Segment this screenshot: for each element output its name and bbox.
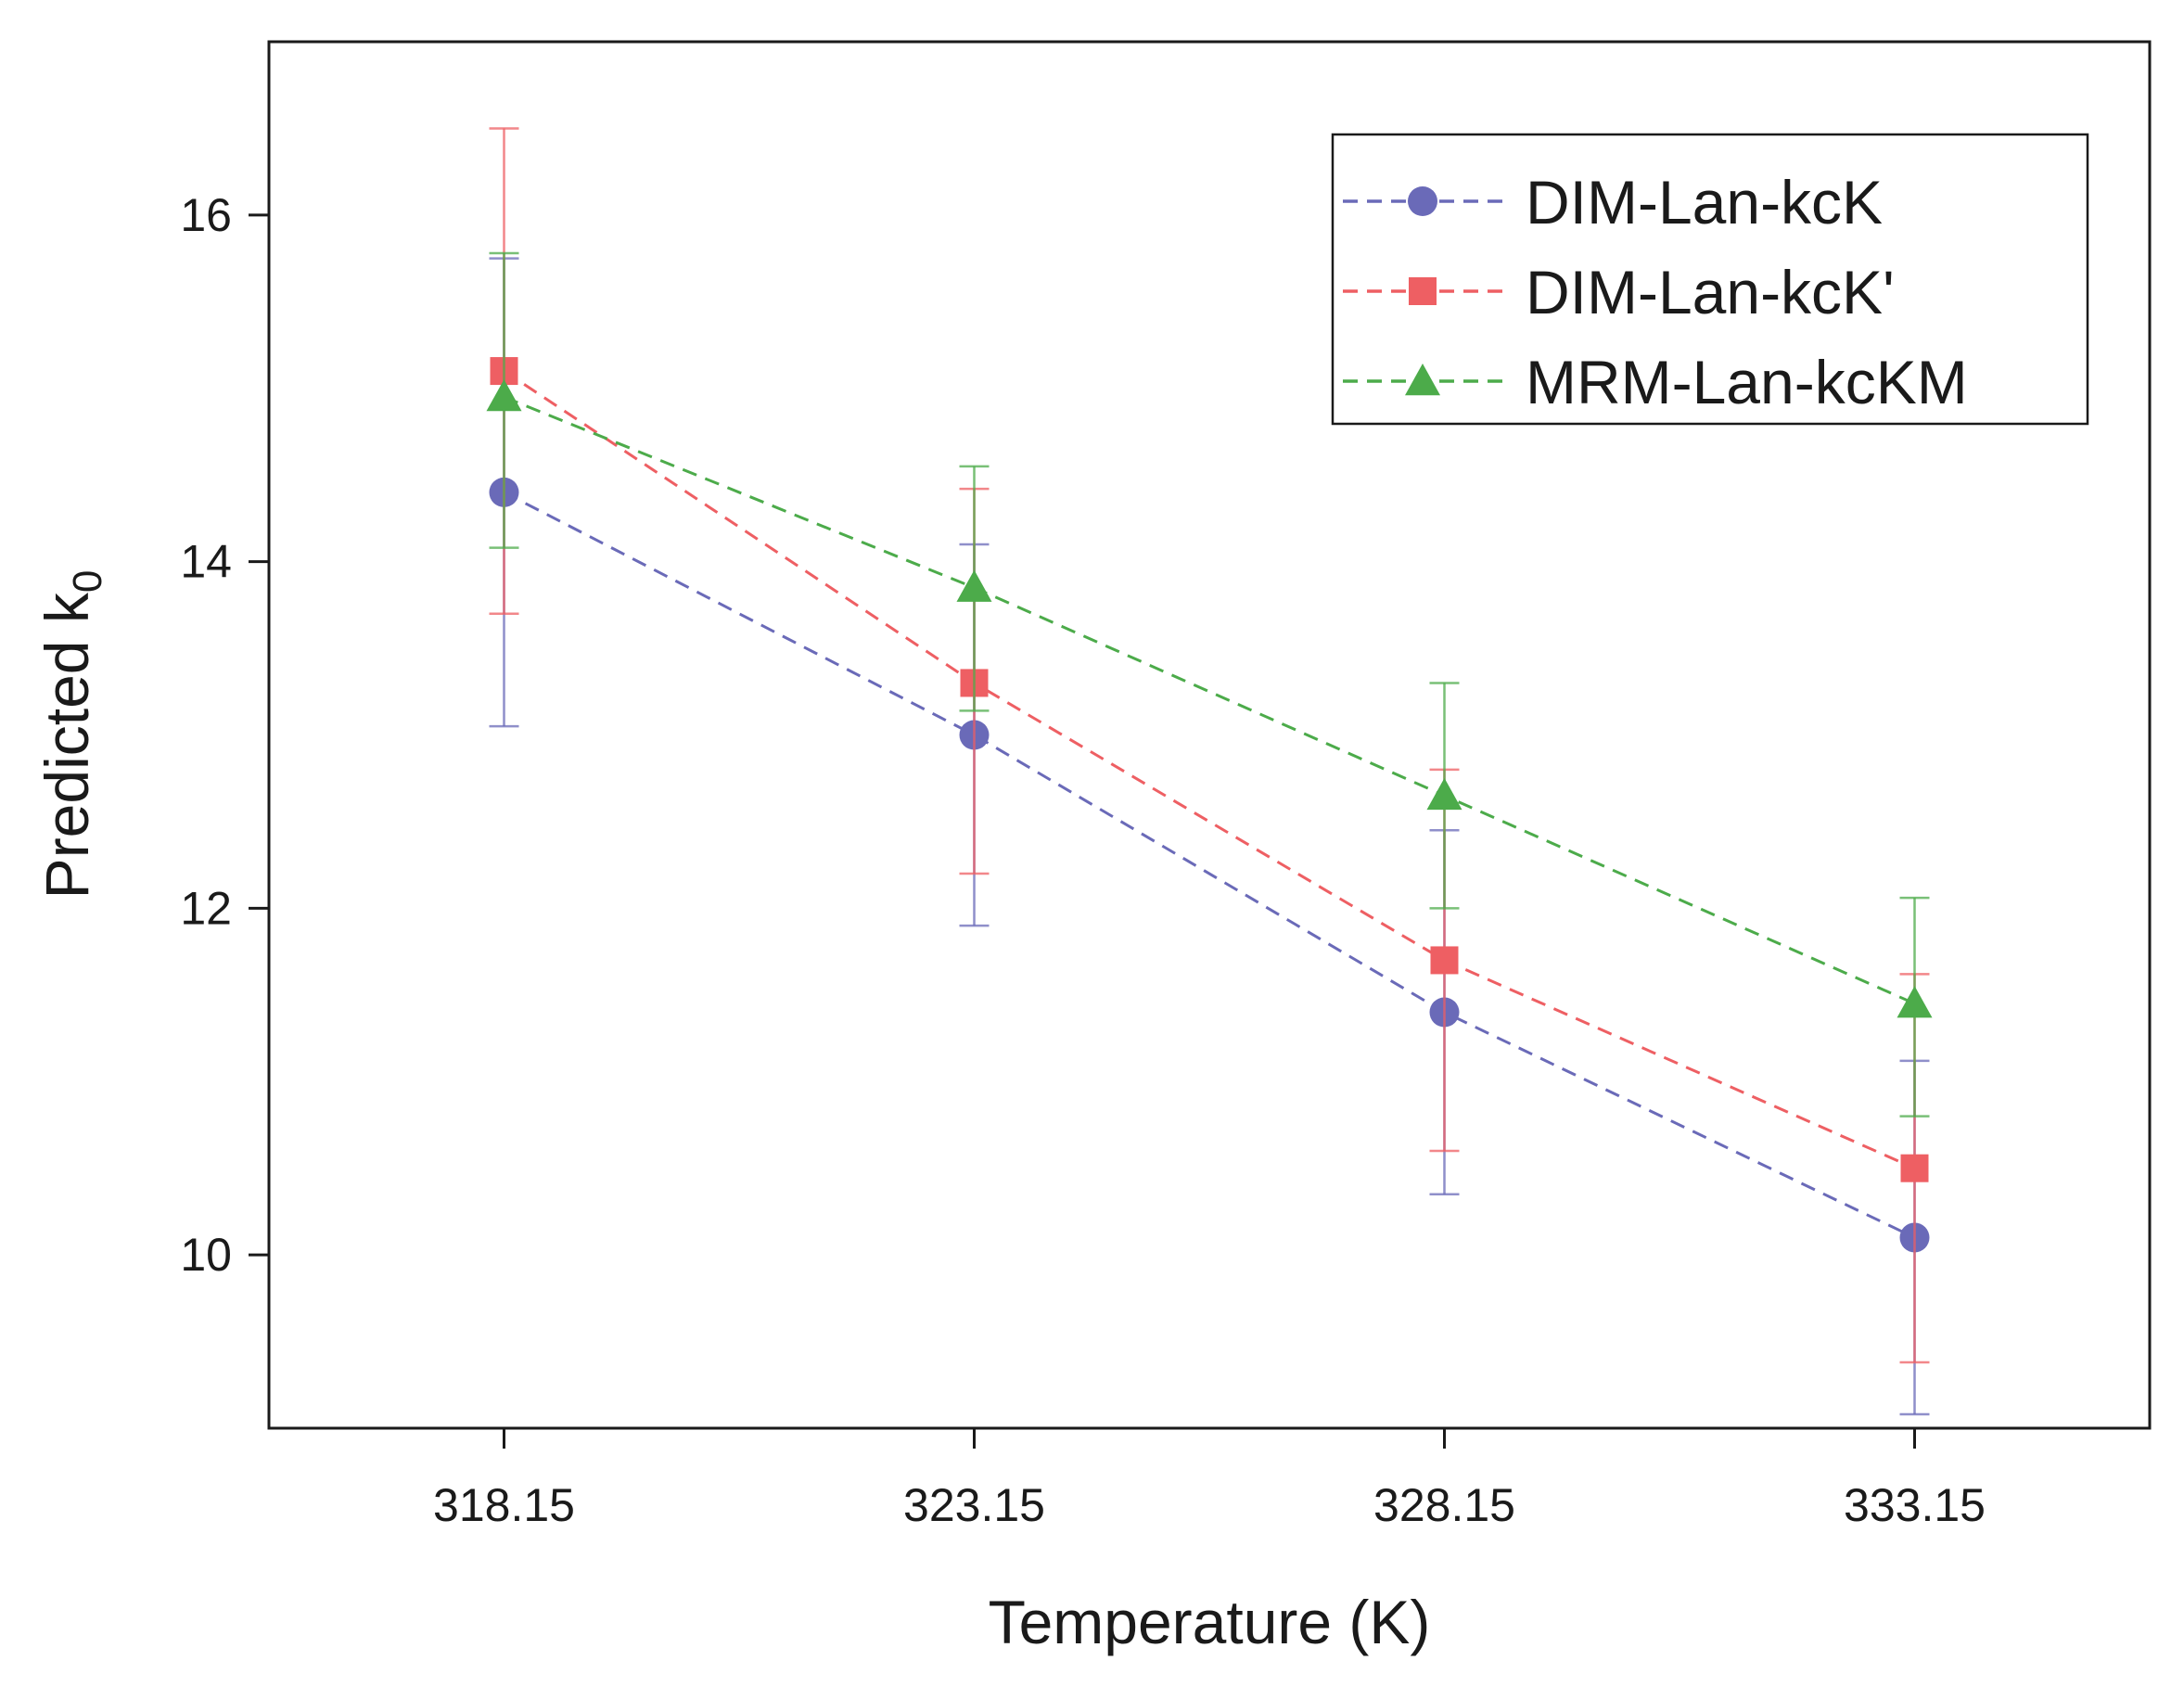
data-point — [956, 569, 992, 602]
legend: DIM-Lan-kcK DIM-Lan-kcK' MRM-Lan-kcKM — [1331, 133, 2089, 426]
x-axis: 318.15 323.15 328.15 333.15 — [433, 1428, 1986, 1531]
data-point — [486, 379, 522, 412]
x-tick-label: 323.15 — [903, 1479, 1045, 1531]
legend-marker — [1408, 186, 1437, 216]
y-tick-label: 10 — [180, 1229, 232, 1281]
data-point — [1897, 986, 1933, 1018]
y-tick-label: 14 — [180, 536, 232, 588]
y-tick-label: 12 — [180, 882, 232, 934]
y-axis-title: Predicted k0 — [32, 570, 110, 900]
series-3 — [486, 251, 1933, 1118]
y-axis: 10 12 14 16 — [180, 189, 269, 1281]
y-tick-label: 16 — [180, 189, 232, 241]
x-axis-title: Temperature (K) — [989, 1588, 1431, 1656]
legend-marker — [1409, 277, 1437, 305]
legend-label: DIM-Lan-kcK' — [1526, 258, 1895, 326]
legend-box — [1331, 133, 2089, 426]
x-tick-label: 328.15 — [1373, 1479, 1515, 1531]
plot-frame — [267, 40, 2152, 1430]
data-point — [1430, 946, 1459, 975]
series-layer — [486, 127, 1933, 1416]
series-line — [503, 395, 1916, 1005]
series-line — [503, 491, 1916, 1239]
legend-label: MRM-Lan-kcKM — [1526, 348, 1968, 416]
data-point — [1426, 777, 1462, 811]
x-tick-label: 318.15 — [433, 1479, 575, 1531]
legend-label: DIM-Lan-kcK — [1526, 168, 1883, 236]
x-tick-label: 333.15 — [1844, 1479, 1986, 1531]
data-point — [1900, 1154, 1929, 1182]
legend-marker — [1405, 364, 1440, 396]
y-axis-title-subscript: 0 — [65, 570, 110, 593]
y-axis-title-main: Predicted k — [32, 592, 101, 899]
